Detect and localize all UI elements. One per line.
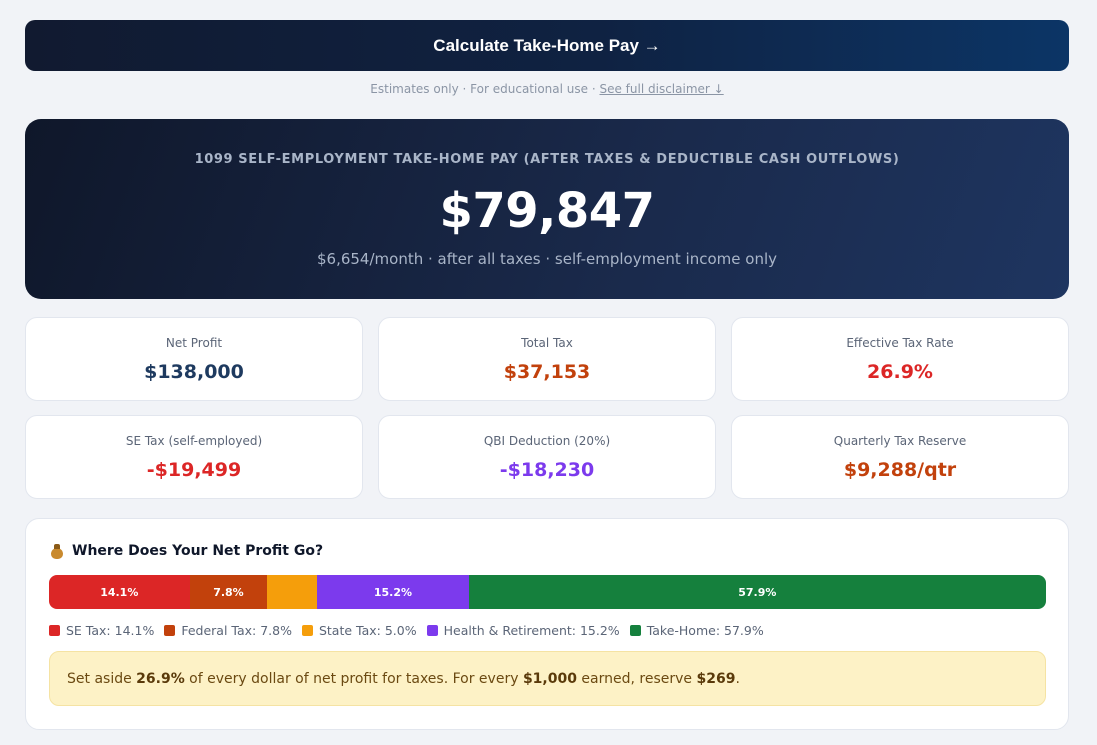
legend-item: SE Tax: 14.1% [49, 623, 154, 638]
legend-swatch [164, 625, 176, 636]
card-label: QBI Deduction (20%) [483, 434, 611, 448]
health-retirement-segment: 15.2% [317, 575, 469, 609]
legend-swatch [301, 625, 313, 636]
disclaimer-text: Estimates only · For educational use · [370, 82, 600, 96]
breakdown-title: Where Does Your Net Profit Go? [50, 543, 323, 559]
effective-tax-rate-card: Effective Tax Rate 26.9% [731, 317, 1069, 401]
card-label: Effective Tax Rate [846, 336, 954, 350]
note-reserve: $269 [696, 670, 736, 687]
se-tax-card: SE Tax (self-employed) -$19,499 [25, 415, 363, 499]
breakdown-panel: Where Does Your Net Profit Go? 14.1% 7.8… [25, 518, 1069, 730]
state-tax-segment [267, 575, 318, 609]
calculate-button[interactable]: Calculate Take-Home Pay → [25, 20, 1069, 71]
note-text: of every dollar of net profit for taxes.… [184, 670, 523, 687]
take-home-amount: $79,847 [439, 183, 655, 239]
legend-swatch [629, 625, 641, 636]
allocation-legend: SE Tax: 14.1% Federal Tax: 7.8% State Ta… [49, 623, 764, 638]
total-tax-card: Total Tax $37,153 [378, 317, 716, 401]
breakdown-title-text: Where Does Your Net Profit Go? [72, 543, 324, 559]
legend-label: Health & Retirement: 15.2% [443, 623, 620, 638]
card-value: $9,288/qtr [843, 459, 957, 481]
take-home-hero: 1099 SELF-EMPLOYMENT TAKE-HOME PAY (AFTE… [25, 119, 1069, 299]
legend-item: Health & Retirement: 15.2% [426, 623, 620, 638]
note-text: . [735, 670, 740, 687]
hero-subtitle: $6,654/month · after all taxes · self-em… [316, 250, 777, 268]
money-bag-icon [50, 543, 64, 559]
federal-tax-segment: 7.8% [189, 575, 268, 609]
card-value: $138,000 [144, 361, 244, 383]
note-text: earned, reserve [576, 670, 697, 687]
disclaimer-link[interactable]: See full disclaimer ↓ [599, 82, 724, 96]
qbi-deduction-card: QBI Deduction (20%) -$18,230 [378, 415, 716, 499]
card-value: $37,153 [503, 361, 591, 383]
note-rate: 26.9% [136, 670, 185, 687]
card-label: Total Tax [521, 336, 573, 350]
card-value: 26.9% [867, 361, 933, 383]
legend-label: Federal Tax: 7.8% [181, 623, 292, 638]
hero-label: 1099 SELF-EMPLOYMENT TAKE-HOME PAY (AFTE… [194, 152, 900, 167]
card-value: -$18,230 [499, 459, 595, 481]
note-earned: $1,000 [522, 670, 577, 687]
legend-label: SE Tax: 14.1% [66, 623, 155, 638]
legend-label: State Tax: 5.0% [318, 623, 417, 638]
net-profit-card: Net Profit $138,000 [25, 317, 363, 401]
tax-reserve-note: Set aside 26.9% of every dollar of net p… [49, 651, 1046, 706]
card-value: -$19,499 [146, 459, 242, 481]
card-label: SE Tax (self-employed) [125, 434, 263, 448]
card-label: Net Profit [165, 336, 223, 350]
take-home-segment: 57.9% [468, 575, 1046, 609]
disclaimer-line: Estimates only · For educational use · S… [25, 82, 1069, 96]
quarterly-reserve-card: Quarterly Tax Reserve $9,288/qtr [731, 415, 1069, 499]
legend-item: Take-Home: 57.9% [629, 623, 764, 638]
legend-item: State Tax: 5.0% [301, 623, 417, 638]
legend-label: Take-Home: 57.9% [646, 623, 764, 638]
note-text: Set aside [67, 670, 137, 687]
legend-swatch [426, 625, 438, 636]
card-label: Quarterly Tax Reserve [833, 434, 967, 448]
allocation-bar: 14.1% 7.8% 15.2% 57.9% [49, 575, 1046, 609]
se-tax-segment: 14.1% [49, 575, 190, 609]
legend-swatch [49, 625, 60, 636]
legend-item: Federal Tax: 7.8% [164, 623, 292, 638]
